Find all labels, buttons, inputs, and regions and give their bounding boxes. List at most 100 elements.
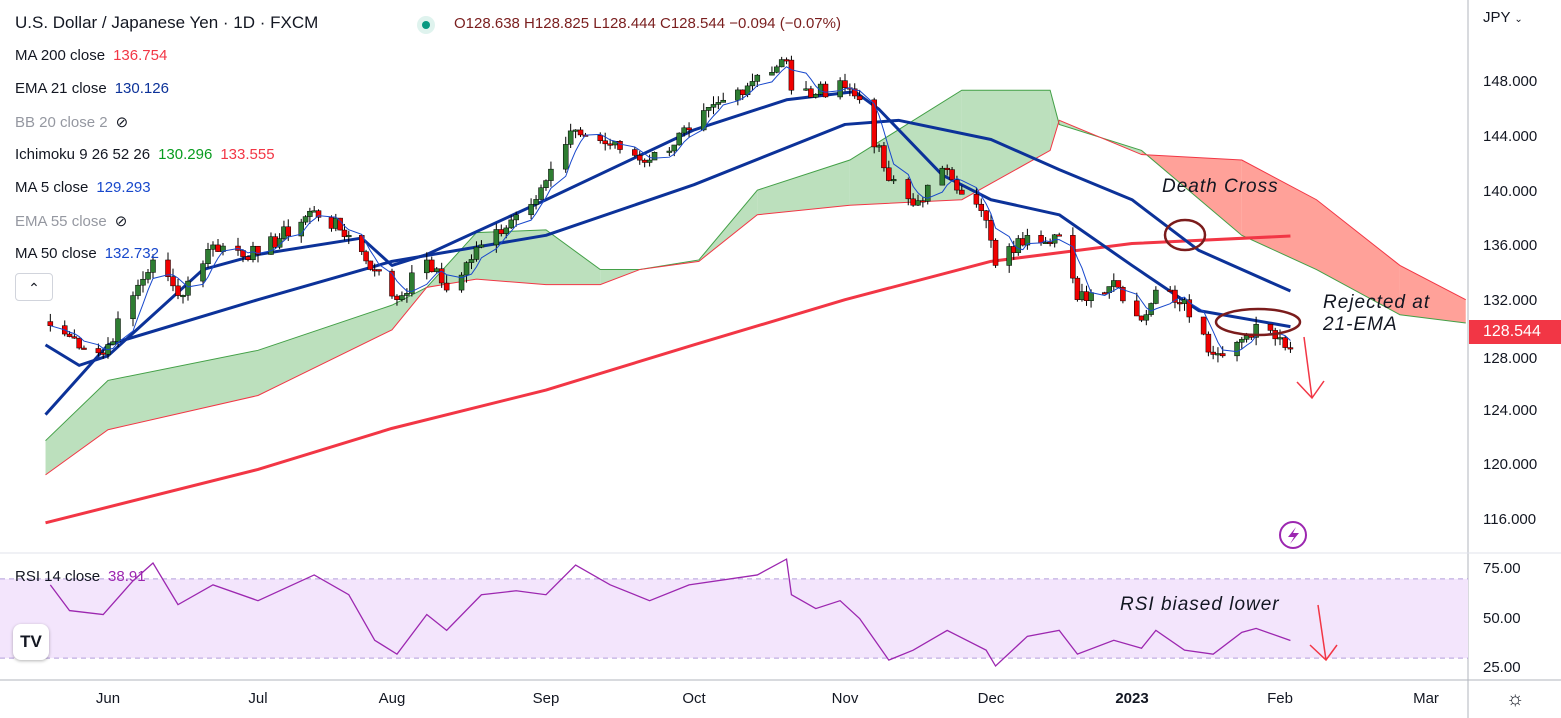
candle-body: [749, 81, 756, 87]
candle-body: [185, 280, 191, 296]
lightning-icon: [1279, 521, 1307, 549]
currency-selector[interactable]: JPY ⌄: [1483, 9, 1523, 26]
price-tick: 116.000: [1483, 511, 1537, 529]
legend-row[interactable]: MA 5 close 129.293: [15, 179, 159, 196]
candle-body: [473, 246, 480, 260]
eye-hidden-icon[interactable]: ⊘: [115, 114, 129, 131]
candle-body: [1015, 238, 1022, 253]
candle-body: [1167, 289, 1173, 292]
candle-body: [115, 318, 121, 342]
candle-body: [754, 74, 761, 82]
candle-body: [1006, 246, 1012, 266]
time-tick: Jul: [248, 690, 268, 707]
candle-body: [1056, 234, 1062, 237]
candle-body: [346, 235, 352, 238]
candle-body: [641, 159, 648, 163]
candle-body: [1074, 277, 1081, 300]
candle-body: [597, 134, 604, 141]
lightning-bolt-icon: [1288, 527, 1299, 544]
candle-body: [636, 155, 643, 161]
candle-body: [548, 168, 554, 181]
candle-body: [739, 89, 746, 95]
candle-body: [876, 145, 882, 148]
price-tick: 144.000: [1483, 127, 1538, 145]
time-tick: Sep: [532, 690, 560, 707]
candle-body: [1088, 292, 1094, 301]
candle-body: [973, 194, 980, 205]
symbol-title[interactable]: U.S. Dollar / Japanese Yen · 1D · FXCM: [15, 13, 319, 32]
candle-body: [1120, 287, 1126, 302]
candle-body: [1243, 335, 1250, 340]
candle-body: [302, 216, 309, 223]
candle-body: [1070, 235, 1076, 279]
candle-body: [71, 336, 78, 339]
legend-value: 136.754: [113, 47, 168, 64]
legend-row[interactable]: MA 200 close 136.754: [15, 47, 175, 64]
legend-name: EMA 21 close: [15, 80, 107, 97]
rsi-tick: 25.00: [1483, 659, 1521, 676]
price-tick: 140.000: [1483, 182, 1538, 200]
candle-body: [1277, 337, 1283, 340]
candle-body: [803, 88, 809, 91]
candle-body: [778, 59, 785, 68]
tradingview-logo[interactable]: TV: [13, 624, 49, 660]
candle-body: [856, 95, 863, 101]
price-tick: 124.000: [1483, 401, 1538, 419]
legend-row[interactable]: EMA 21 close 130.126: [15, 80, 177, 97]
candle-body: [992, 239, 999, 266]
candle-body: [871, 99, 877, 148]
candle-body: [538, 187, 544, 200]
candle-body: [983, 210, 989, 221]
rejection-ellipse: [1214, 307, 1302, 337]
candle-body: [1282, 337, 1288, 348]
candle-body: [1186, 299, 1193, 318]
candle-body: [783, 59, 790, 62]
legend-value: 130.296: [158, 146, 213, 163]
candle-body: [1205, 333, 1212, 353]
candle-body: [915, 200, 921, 206]
candle-body: [165, 259, 171, 277]
candle-body: [100, 352, 106, 355]
legend-row[interactable]: MA 50 close 132.732: [15, 245, 167, 262]
death-cross-annotation: Death Cross: [1162, 176, 1279, 197]
candle-body: [808, 88, 814, 98]
eye-hidden-icon[interactable]: ⊘: [114, 213, 128, 230]
candle-body: [681, 127, 687, 134]
candle-body: [577, 129, 584, 136]
candle-body: [1083, 291, 1090, 301]
candle-body: [1010, 246, 1017, 253]
candle-body: [66, 333, 73, 337]
rsi-line: [49, 558, 1291, 668]
legend-name: MA 200 close: [15, 47, 106, 64]
ichimoku-span-b: [45, 119, 1466, 476]
legend-name: MA 50 close: [15, 245, 97, 262]
candle-body: [886, 167, 892, 181]
candle-body: [954, 179, 960, 191]
candle-body: [76, 337, 82, 349]
time-tick: Jun: [95, 690, 121, 707]
candle-body: [307, 210, 313, 217]
legend-row[interactable]: Ichimoku 9 26 52 26 130.296 133.555: [15, 146, 283, 163]
legend-row[interactable]: BB 20 close 2 ⊘: [15, 113, 136, 131]
down-arrow-icon: [1296, 336, 1325, 400]
ichimoku-cloud-segment: [258, 305, 392, 396]
candle-body: [478, 244, 485, 248]
candle-body: [651, 152, 658, 161]
candle-body: [1134, 300, 1140, 317]
candle-body: [404, 293, 410, 296]
candle-body: [567, 130, 574, 145]
candle-body: [720, 99, 726, 103]
candle-body: [602, 140, 608, 145]
candle-body: [686, 127, 692, 131]
collapse-legend-button[interactable]: ⌃: [15, 273, 53, 301]
candle-body: [978, 203, 985, 211]
settings-sun-icon[interactable]: ☼: [1506, 688, 1525, 710]
current-price-label: 128.544: [1469, 320, 1561, 344]
candle-body: [424, 259, 430, 274]
candle-body: [47, 321, 54, 326]
legend-row[interactable]: EMA 55 close ⊘: [15, 212, 135, 230]
candle-body: [920, 200, 926, 203]
candle-body: [837, 80, 843, 98]
candle-body: [1148, 303, 1154, 315]
